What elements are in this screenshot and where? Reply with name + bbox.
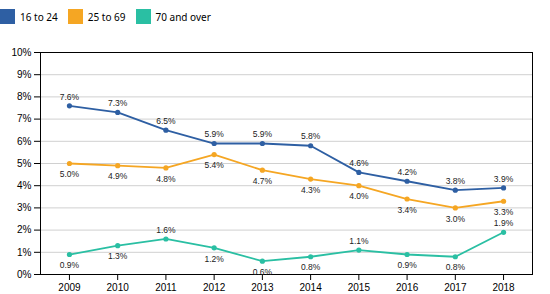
svg-text:1.6%: 1.6%	[156, 225, 176, 235]
svg-text:2015: 2015	[348, 282, 371, 293]
svg-text:7.3%: 7.3%	[108, 98, 128, 108]
svg-text:3.8%: 3.8%	[446, 176, 466, 186]
svg-text:3.9%: 3.9%	[494, 174, 514, 184]
svg-text:1.1%: 1.1%	[349, 236, 369, 246]
svg-text:4.7%: 4.7%	[253, 176, 273, 186]
svg-text:1.2%: 1.2%	[204, 254, 224, 264]
svg-text:3.0%: 3.0%	[446, 214, 466, 224]
html-text:70 and over: 70 and over	[155, 9, 211, 24]
svg-text:2017: 2017	[444, 282, 467, 293]
svg-text:2014: 2014	[299, 282, 322, 293]
svg-text:7.6%: 7.6%	[60, 92, 80, 102]
svg-text:0.8%: 0.8%	[446, 262, 466, 272]
svg-text:5.9%: 5.9%	[253, 129, 273, 139]
svg-text:0.6%: 0.6%	[253, 267, 273, 277]
svg-text:10%: 10%	[11, 47, 31, 58]
svg-text:1%: 1%	[17, 247, 32, 258]
svg-text:1.9%: 1.9%	[494, 218, 514, 228]
svg-text:4.8%: 4.8%	[156, 174, 176, 184]
svg-text:0.9%: 0.9%	[397, 260, 417, 270]
svg-text:4.3%: 4.3%	[301, 185, 321, 195]
svg-text:6%: 6%	[17, 136, 32, 147]
svg-text:4.0%: 4.0%	[349, 191, 369, 201]
svg-text:0.8%: 0.8%	[301, 262, 321, 272]
svg-text:6.5%: 6.5%	[156, 116, 176, 126]
svg-text:2%: 2%	[17, 224, 32, 235]
svg-text:0.9%: 0.9%	[60, 260, 80, 270]
svg-text:5.8%: 5.8%	[301, 131, 321, 141]
svg-text:5%: 5%	[17, 158, 32, 169]
svg-text:8%: 8%	[17, 91, 32, 102]
svg-text:2013: 2013	[251, 282, 274, 293]
svg-text:3.4%: 3.4%	[397, 205, 417, 215]
html-text:16 to 24: 16 to 24	[20, 9, 58, 24]
svg-text:4%: 4%	[17, 180, 32, 191]
svg-text:5.9%: 5.9%	[204, 129, 224, 139]
svg-text:3.3%: 3.3%	[494, 207, 514, 217]
svg-text:0%: 0%	[17, 269, 32, 280]
html-text:25 to 69: 25 to 69	[87, 9, 126, 24]
svg-text:4.9%: 4.9%	[108, 171, 128, 181]
svg-text:4.6%: 4.6%	[349, 158, 369, 168]
svg-text:2016: 2016	[396, 282, 419, 293]
svg-text:2018: 2018	[492, 282, 515, 293]
svg-text:2009: 2009	[58, 282, 81, 293]
svg-text:2010: 2010	[107, 282, 130, 293]
svg-text:9%: 9%	[17, 69, 32, 80]
svg-text:1.3%: 1.3%	[108, 251, 128, 261]
svg-text:7%: 7%	[17, 113, 32, 124]
svg-text:2011: 2011	[155, 282, 177, 293]
svg-text:3%: 3%	[17, 202, 32, 213]
svg-text:5.0%: 5.0%	[60, 169, 80, 179]
svg-text:2012: 2012	[203, 282, 226, 293]
svg-text:5.4%: 5.4%	[204, 160, 224, 170]
svg-text:4.2%: 4.2%	[397, 167, 417, 177]
